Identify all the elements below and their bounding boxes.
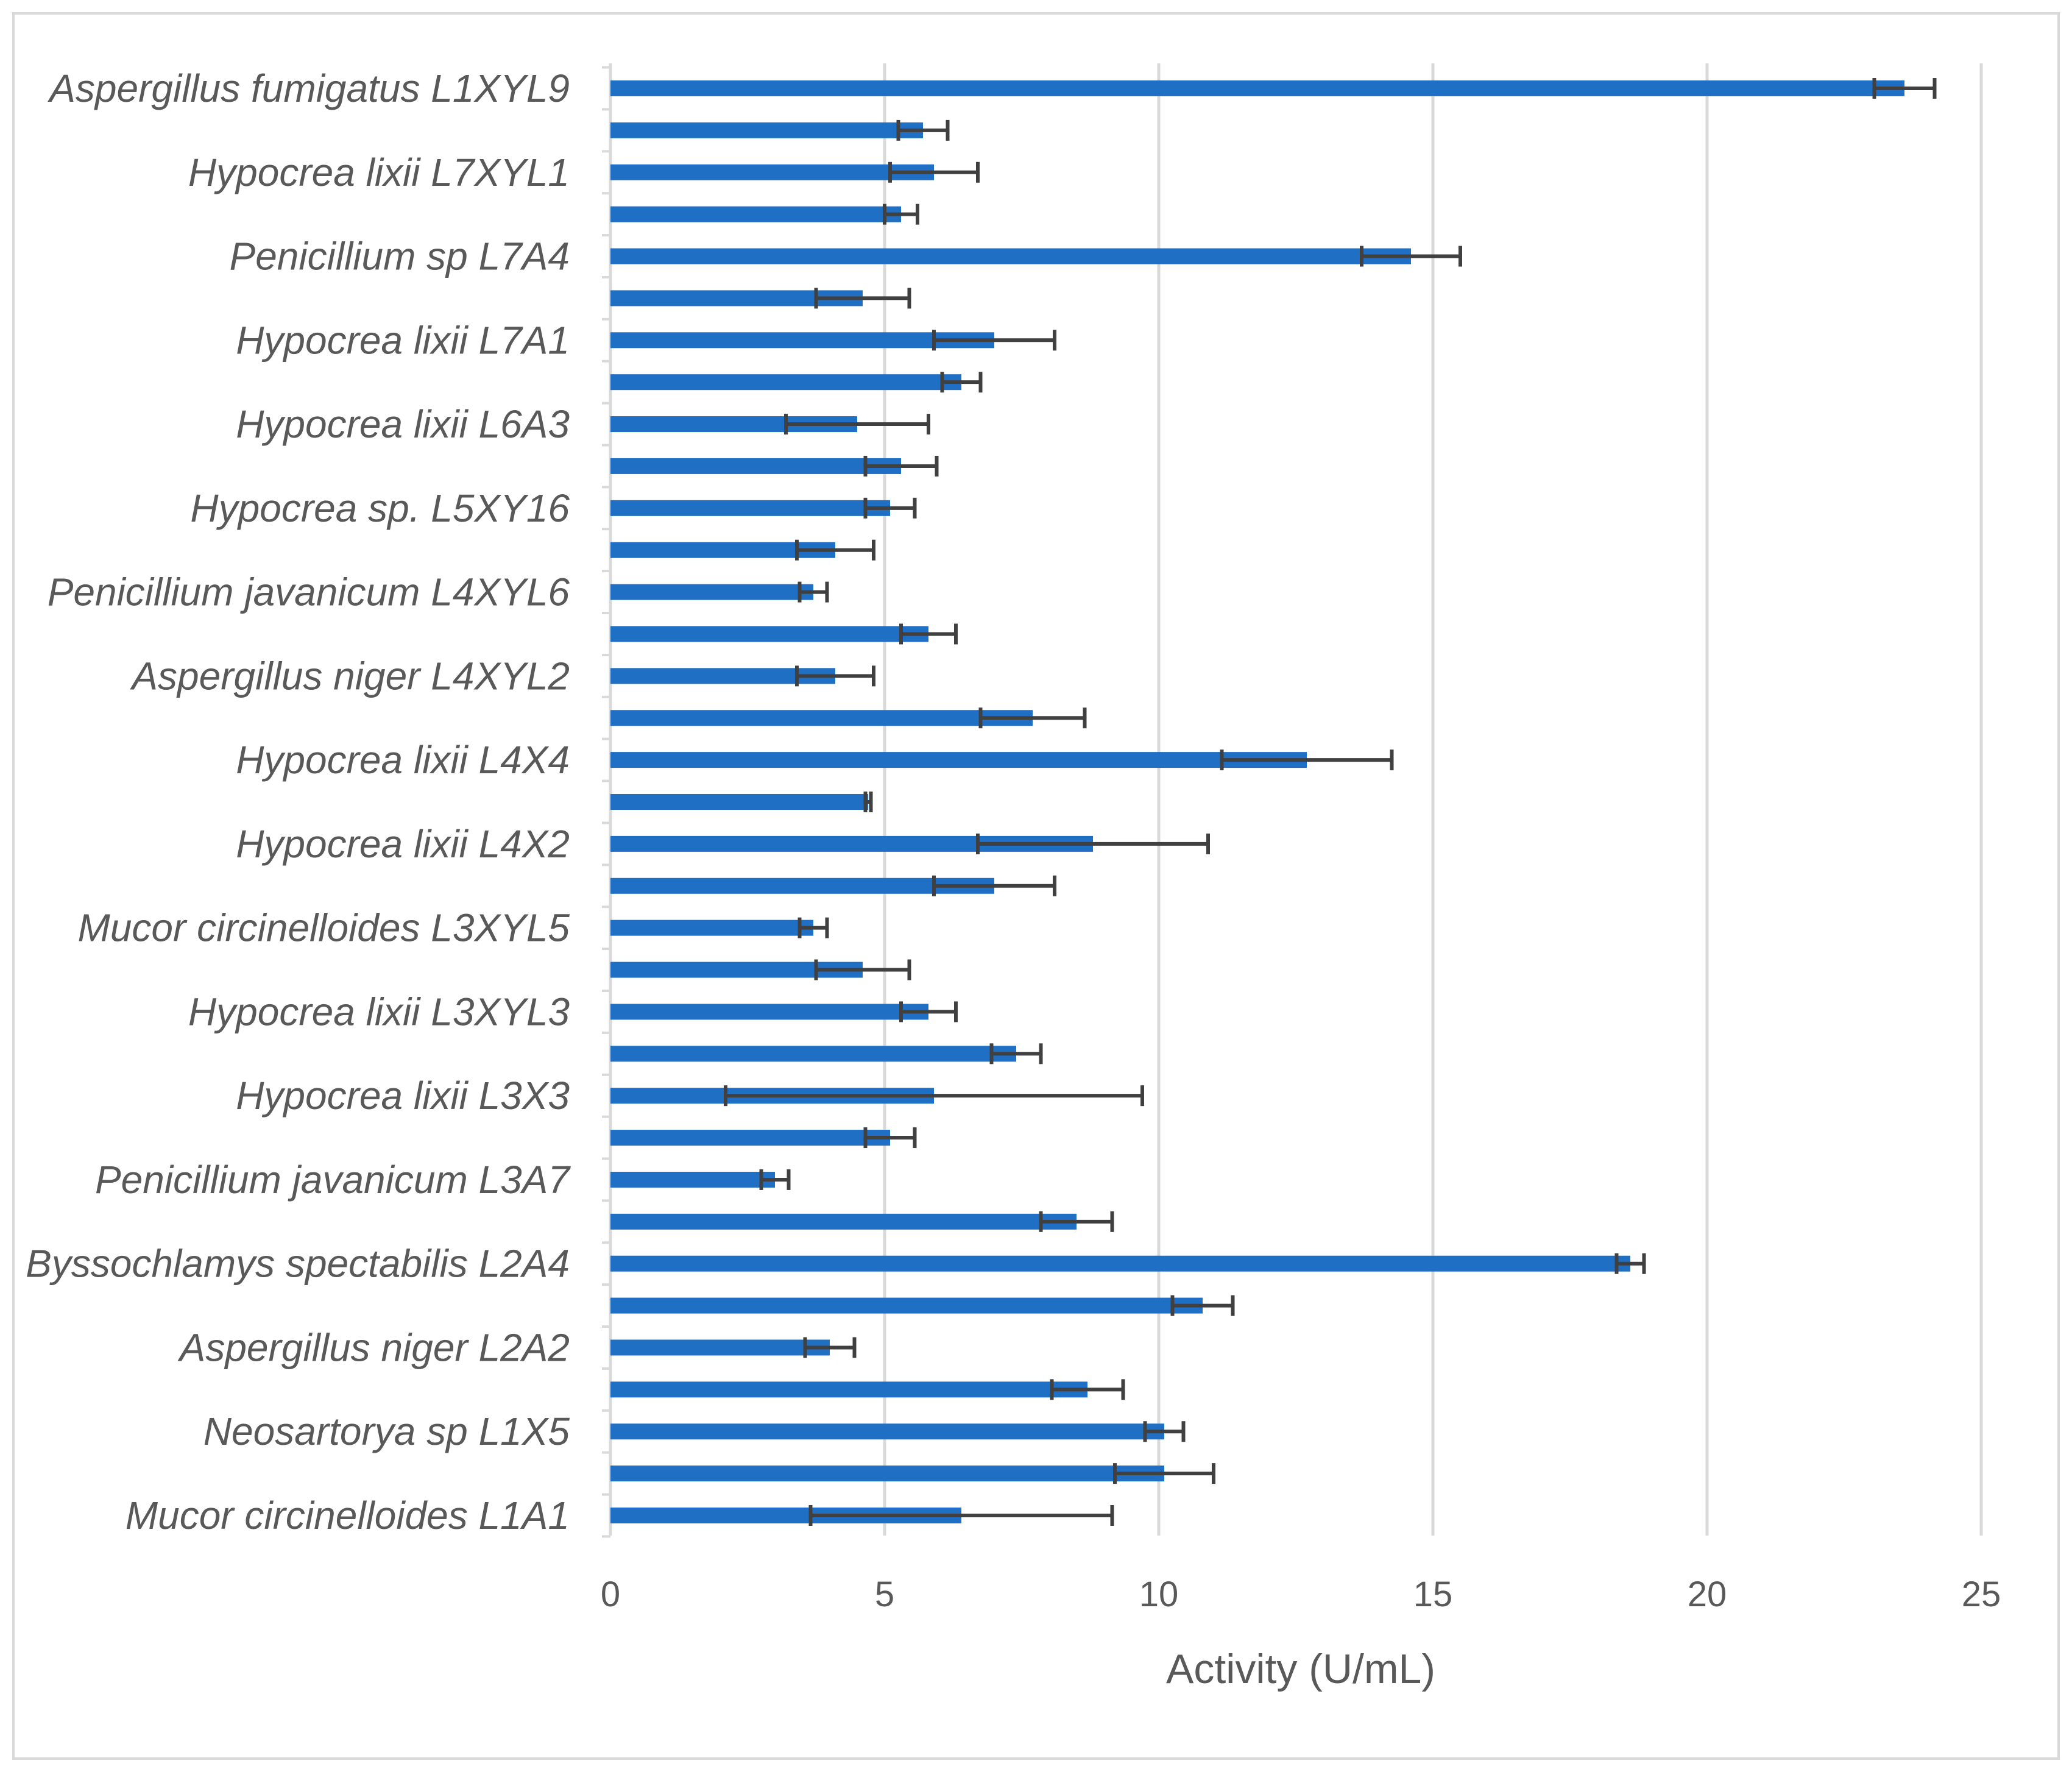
bar xyxy=(610,332,994,349)
category-label: Aspergillus niger L2A2 xyxy=(177,1325,570,1369)
bar xyxy=(610,710,1033,726)
category-label: Hypocrea lixii L3X3 xyxy=(236,1074,570,1118)
error-bar xyxy=(795,665,875,687)
error-bar xyxy=(883,204,919,225)
bar xyxy=(610,1465,1164,1482)
bar xyxy=(610,500,890,516)
error-bar xyxy=(724,1085,1144,1107)
bar xyxy=(610,1004,928,1020)
category-label: Hypocrea lixii L7A1 xyxy=(236,318,570,362)
bar xyxy=(610,1423,1164,1440)
error-bar xyxy=(814,959,911,980)
error-bar xyxy=(784,414,930,435)
error-bar xyxy=(978,707,1087,729)
bar xyxy=(610,626,928,642)
bar xyxy=(610,1130,890,1146)
bars xyxy=(610,80,1904,1523)
error-bar xyxy=(896,119,950,141)
error-bar xyxy=(888,161,980,183)
error-bar xyxy=(976,833,1210,854)
bar xyxy=(610,122,923,138)
category-label: Penicillium sp L7A4 xyxy=(230,235,570,278)
category-label: Mucor circinelloides L3XYL5 xyxy=(78,906,570,950)
error-bar xyxy=(940,372,983,393)
error-bar xyxy=(1614,1253,1646,1274)
bar xyxy=(610,458,901,474)
category-label: Neosartorya sp L1X5 xyxy=(203,1409,570,1453)
category-label: Hypocrea lixii L4X2 xyxy=(236,822,570,866)
category-label: Aspergillus fumigatus L1XYL9 xyxy=(47,66,570,110)
error-bar xyxy=(989,1043,1043,1065)
x-axis-title: Activity (U/mL) xyxy=(1166,1646,1435,1692)
x-tick-label: 15 xyxy=(1413,1575,1453,1614)
x-tick-label: 5 xyxy=(875,1575,894,1614)
bar xyxy=(610,1297,1203,1314)
bar xyxy=(610,1046,1016,1062)
error-bar xyxy=(814,288,911,309)
bar xyxy=(610,584,813,600)
bar xyxy=(610,80,1904,96)
bar xyxy=(610,752,1307,768)
error-bar xyxy=(1220,750,1394,771)
bar xyxy=(610,248,1411,264)
x-tick-label: 20 xyxy=(1688,1575,1727,1614)
error-bar xyxy=(1050,1379,1125,1400)
error-bars xyxy=(724,78,1937,1526)
error-bar xyxy=(932,330,1056,351)
error-bar xyxy=(1170,1295,1235,1316)
bar xyxy=(610,1171,775,1188)
error-bar xyxy=(808,1505,1114,1526)
error-bar xyxy=(803,1337,857,1358)
error-bar xyxy=(932,875,1056,896)
bar xyxy=(610,1255,1630,1272)
category-label: Byssochlamys spectabilis L2A4 xyxy=(26,1242,570,1286)
error-bar xyxy=(795,539,875,561)
x-tick-label: 10 xyxy=(1139,1575,1179,1614)
bar xyxy=(610,206,901,222)
error-bar xyxy=(1872,78,1937,99)
error-bar xyxy=(797,581,829,603)
bar xyxy=(610,920,813,936)
category-axis xyxy=(602,63,612,1538)
category-label: Hypocrea lixii L7XYL1 xyxy=(188,151,570,194)
error-bar xyxy=(863,455,939,477)
error-bar xyxy=(759,1169,791,1190)
category-label: Hypocrea lixii L4X4 xyxy=(236,738,570,782)
bar xyxy=(610,1381,1087,1398)
category-label: Hypocrea lixii L6A3 xyxy=(236,402,570,446)
bar xyxy=(610,164,934,180)
bar xyxy=(610,1213,1077,1230)
bar xyxy=(610,374,961,391)
error-bar xyxy=(797,917,829,938)
x-tick-label: 0 xyxy=(601,1575,620,1614)
category-label: Hypocrea sp. L5XY16 xyxy=(190,486,570,530)
bar xyxy=(610,794,868,810)
error-bar xyxy=(863,1127,917,1149)
error-bar xyxy=(899,623,958,645)
error-bar xyxy=(863,497,917,519)
error-bar xyxy=(1039,1211,1114,1232)
category-label: Mucor circinelloides L1A1 xyxy=(126,1494,570,1537)
error-bar xyxy=(1360,246,1462,267)
x-tick-label: 25 xyxy=(1962,1575,2001,1614)
error-bar xyxy=(1113,1463,1215,1484)
category-label: Hypocrea lixii L3XYL3 xyxy=(188,990,570,1033)
error-bar xyxy=(899,1001,958,1022)
x-tick-labels: 0 5 10 15 20 25 xyxy=(601,1575,2001,1614)
error-bar xyxy=(1143,1421,1186,1442)
category-labels: Aspergillus fumigatus L1XYL9 Hypocrea lix… xyxy=(26,66,571,1537)
bar xyxy=(610,1339,830,1356)
category-label: Penicillium javanicum L4XYL6 xyxy=(48,570,570,614)
error-bar xyxy=(863,792,873,812)
category-label: Penicillium javanicum L3A7 xyxy=(95,1158,571,1202)
bar xyxy=(610,877,994,894)
category-label: Aspergillus niger L4XYL2 xyxy=(129,654,570,698)
